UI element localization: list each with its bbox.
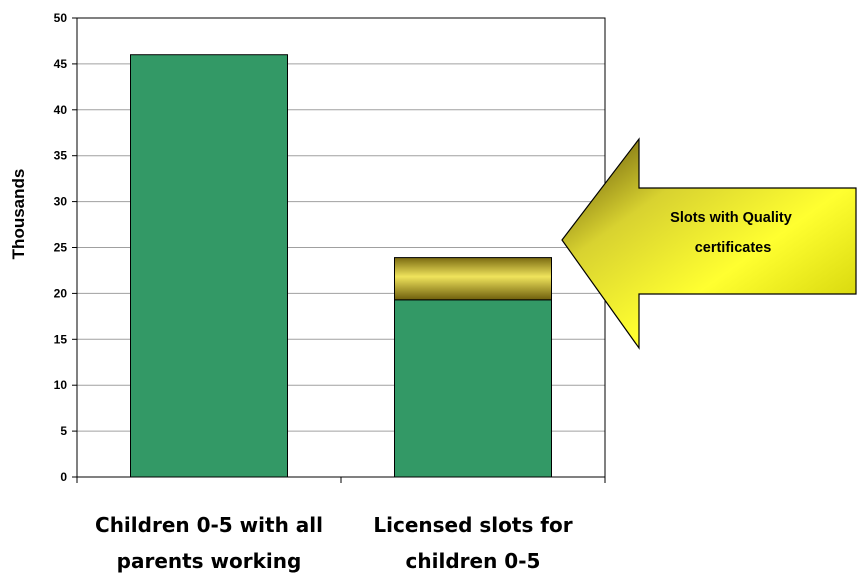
arrow-shape [561, 137, 857, 350]
axes: 0 5 10 15 20 25 30 35 40 45 50 [54, 11, 606, 484]
callout-arrow: Slots with Quality certificates [561, 137, 857, 350]
x-axis-labels: Children 0-5 with all parents working Lice… [95, 513, 573, 573]
bars [130, 54, 552, 478]
x-tick-label: children 0-5 [406, 549, 541, 573]
y-tick-label: 10 [54, 378, 68, 392]
bar [130, 54, 288, 478]
bar [394, 299, 552, 478]
y-tick-label: 50 [54, 11, 68, 25]
y-tick-label: 5 [60, 424, 67, 438]
y-tick-label: 25 [54, 241, 68, 255]
y-tick-label: 15 [54, 332, 68, 346]
y-tick-label: 35 [54, 149, 68, 163]
y-tick-label: 30 [54, 195, 68, 209]
x-tick-label: Licensed slots for [373, 513, 572, 537]
y-tick-label: 0 [60, 470, 67, 484]
callout-label: Slots with Quality certificates [670, 210, 796, 256]
x-tick-label: parents working [117, 549, 302, 573]
bar [394, 257, 552, 301]
y-tick-label: 20 [54, 286, 68, 300]
x-tick-label: Children 0-5 with all [95, 513, 323, 537]
y-tick-label: 45 [54, 57, 68, 71]
y-axis-label: Thousands [9, 169, 28, 260]
y-tick-label: 40 [54, 103, 68, 117]
